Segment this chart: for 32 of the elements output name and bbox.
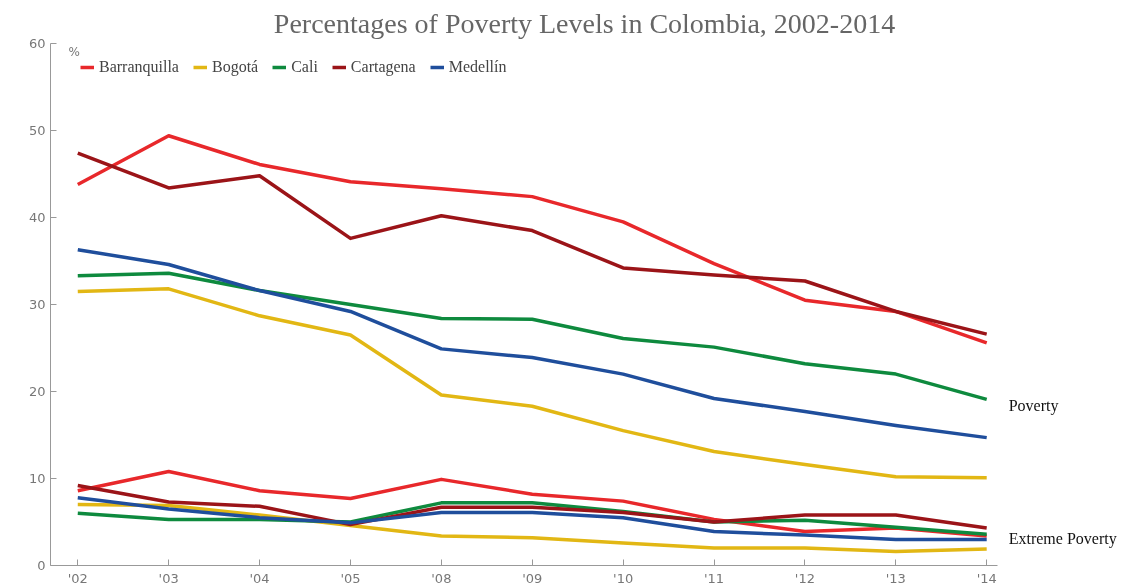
- y-tick-label: 0: [37, 558, 46, 573]
- y-tick-label: 10: [28, 471, 46, 486]
- x-tick-label: '02: [67, 570, 88, 586]
- legend-label: Cartagena: [350, 58, 416, 76]
- legend-label: Medellín: [448, 58, 507, 76]
- x-tick-label: '12: [794, 570, 815, 586]
- x-tick-label: '14: [976, 570, 997, 586]
- y-tick-label: 20: [28, 384, 46, 399]
- text: Extreme Poverty: [1008, 530, 1117, 549]
- y-tick-label: 60: [28, 36, 46, 51]
- x-tick-label: '04: [249, 570, 270, 586]
- y-tick-label: 40: [28, 210, 46, 225]
- y-tick-label: 50: [28, 123, 46, 138]
- x-tick-label: '10: [613, 570, 634, 586]
- line-series: [76, 271, 989, 402]
- text: Poverty: [1008, 397, 1059, 416]
- line-series: [76, 287, 989, 480]
- legend-label: Bogotá: [211, 58, 259, 76]
- line-series: [76, 495, 989, 542]
- chart-title: Percentages of Poverty Levels in Colombia, 2002-2014: [273, 7, 896, 39]
- x-tick-label: '08: [431, 570, 452, 586]
- x-tick-label: '11: [703, 570, 725, 586]
- legend-label: Cali: [291, 58, 318, 76]
- x-tick-label: '13: [885, 570, 906, 586]
- x-tick-label: '09: [522, 570, 543, 586]
- y-tick-label: 30: [28, 297, 46, 312]
- x-tick-label: '03: [158, 570, 179, 586]
- y-axis-title: %: [68, 44, 80, 59]
- line-series: [76, 483, 989, 530]
- line-series: [76, 247, 989, 440]
- x-tick-label: '05: [340, 570, 361, 586]
- legend-label: Barranquilla: [99, 58, 179, 76]
